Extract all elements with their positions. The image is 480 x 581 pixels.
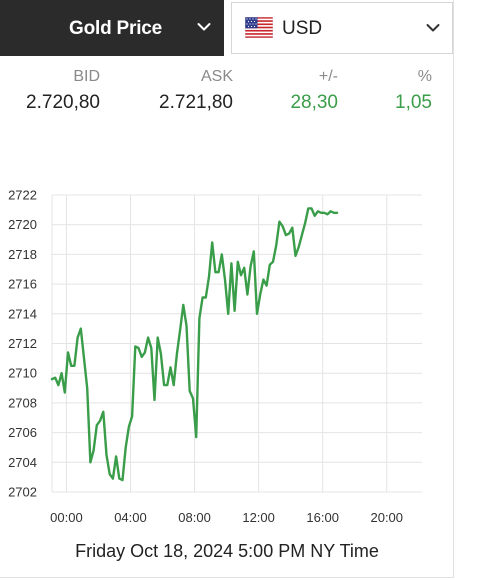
x-tick-label: 04:00 — [114, 510, 147, 525]
bid-label: BID — [73, 68, 100, 85]
chart-series — [50, 207, 339, 482]
ask-value: 2.721,80 — [159, 92, 233, 113]
x-tick-label: 00:00 — [50, 510, 83, 525]
x-tick-label: 20:00 — [370, 510, 403, 525]
price-chart: 2702 2704 2706 2708 2710 2712 2714 2716 2718 2720… — [8, 188, 422, 525]
y-tick-label: 2714 — [8, 306, 37, 321]
ask-quote: ASK 2.721,80 — [159, 68, 233, 114]
widget-header: Gold Price — [0, 0, 454, 56]
x-tick-label: 08:00 — [178, 510, 211, 525]
change-label: +/- — [318, 68, 338, 85]
price-line — [50, 207, 339, 482]
gold-price-widget: Gold Price — [0, 0, 454, 578]
percent-quote: % 1,05 — [395, 68, 432, 114]
x-tick-label: 12:00 — [242, 510, 275, 525]
bid-value: 2.720,80 — [26, 92, 100, 113]
y-tick-label: 2710 — [8, 366, 37, 381]
y-tick-label: 2722 — [8, 188, 37, 203]
y-tick-label: 2720 — [8, 217, 37, 232]
y-tick-label: 2706 — [8, 425, 37, 440]
x-axis-ticks: 00:00 04:00 08:00 12:00 16:00 20:00 — [50, 510, 403, 525]
bid-quote: BID 2.720,80 — [26, 68, 100, 114]
change-quote: +/- 28,30 — [290, 68, 338, 114]
chevron-down-icon — [426, 24, 440, 32]
percent-label: % — [417, 68, 432, 85]
y-tick-label: 2704 — [8, 455, 37, 470]
percent-value: 1,05 — [395, 92, 432, 113]
y-tick-label: 2716 — [8, 277, 37, 292]
metal-selector[interactable]: Gold Price — [0, 0, 224, 56]
y-axis-ticks: 2702 2704 2706 2708 2710 2712 2714 2716 2718 2720… — [8, 188, 37, 500]
currency-selector-label: USD — [282, 18, 323, 39]
chevron-down-icon — [197, 23, 211, 31]
chart-grid — [51, 194, 422, 493]
y-tick-label: 2712 — [8, 336, 37, 351]
y-tick-label: 2718 — [8, 247, 37, 262]
change-value: 28,30 — [290, 92, 338, 113]
price-quotes: BID 2.720,80 ASK 2.721,80 +/- 28,30 % 1,… — [0, 68, 454, 128]
price-timestamp: Friday Oct 18, 2024 5:00 PM NY Time — [75, 541, 379, 561]
y-tick-label: 2708 — [8, 395, 37, 410]
x-tick-label: 16:00 — [306, 510, 339, 525]
metal-selector-label: Gold Price — [69, 18, 163, 39]
ask-label: ASK — [200, 68, 233, 85]
y-tick-label: 2702 — [8, 485, 37, 500]
us-flag-icon — [245, 17, 273, 38]
currency-selector[interactable]: USD — [231, 2, 453, 54]
